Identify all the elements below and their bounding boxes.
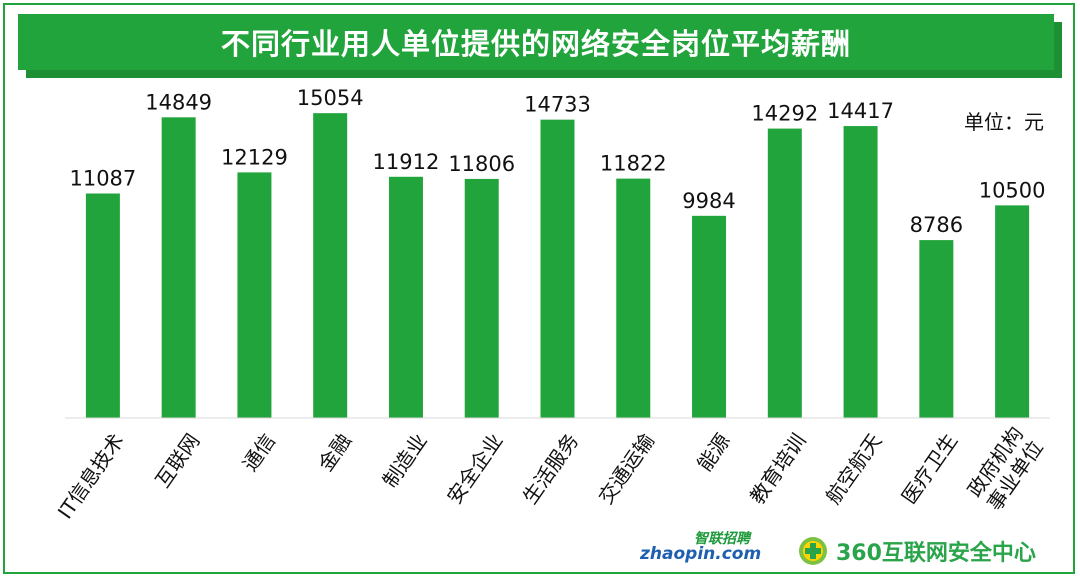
category-label-4-line-0: 制造业 [378, 429, 432, 492]
value-label-10: 14417 [827, 99, 894, 123]
category-label-5-line-0: 安全企业 [442, 429, 508, 508]
category-label-9-line-0: 教育培训 [745, 429, 811, 508]
chart-title: 不同行业用人单位提供的网络安全岗位平均薪酬 [220, 27, 851, 61]
value-label-9: 14292 [751, 102, 818, 126]
category-label-7: 交通运输 [594, 429, 660, 508]
category-label-11-line-0: 医疗卫生 [897, 429, 963, 508]
value-label-11: 8786 [910, 213, 963, 237]
bar-8 [692, 215, 727, 418]
category-label-3-line-0: 金融 [313, 429, 356, 476]
bar-12 [995, 205, 1030, 418]
title-bar: 不同行业用人单位提供的网络安全岗位平均薪酬 [18, 14, 1054, 70]
category-label-2-line-0: 通信 [238, 429, 281, 476]
bars-group [85, 113, 1030, 419]
value-label-4: 11912 [373, 150, 440, 174]
category-label-6: 生活服务 [518, 429, 584, 508]
bar-9 [767, 128, 802, 418]
value-label-6: 14733 [524, 93, 591, 117]
bar-0 [85, 193, 120, 418]
bar-2 [237, 172, 272, 418]
value-label-2: 12129 [221, 145, 288, 169]
category-label-6-line-0: 生活服务 [518, 429, 584, 508]
category-labels-group: IT信息技术 互联网 通信 金融 制造业 安全企业 生活服务 交通运输 能源 教育培训 航空航天 医疗… [53, 422, 1048, 523]
category-label-8: 能源 [692, 429, 735, 476]
category-label-10-line-0: 航空航天 [821, 429, 887, 508]
category-label-2: 通信 [238, 429, 281, 476]
category-label-11: 医疗卫生 [897, 429, 963, 508]
value-labels-group: 11087 14849 12129 15054 11912 11806 14733 11822… [69, 86, 1045, 237]
category-label-1-line-0: 互联网 [150, 429, 204, 492]
category-label-7-line-0: 交通运输 [594, 429, 660, 508]
unit-label: 单位：元 [964, 110, 1044, 134]
category-label-4: 制造业 [378, 429, 432, 492]
bar-1 [161, 117, 196, 419]
org-360-name: 360互联网安全中心 [836, 541, 1036, 566]
bar-11 [919, 240, 954, 418]
value-label-3: 15054 [297, 86, 364, 110]
value-label-5: 11806 [448, 152, 515, 176]
shield-cross-icon [799, 537, 827, 565]
org-360-logo: 360互联网安全中心 [798, 534, 1036, 568]
category-label-10: 航空航天 [821, 429, 887, 508]
chart-frame [3, 3, 1075, 574]
value-label-0: 11087 [69, 166, 136, 190]
category-label-5: 安全企业 [442, 429, 508, 508]
bar-10 [843, 126, 878, 418]
category-label-3: 金融 [313, 429, 356, 476]
category-label-1: 互联网 [150, 429, 204, 492]
category-label-0: IT信息技术 [53, 429, 129, 523]
category-label-0-line-0: IT信息技术 [53, 429, 129, 523]
bar-6 [540, 119, 575, 419]
zhaopin-logo-en: zhaopin.com [640, 544, 762, 564]
zhaopin-logo-cn: 智联招聘 [694, 531, 750, 547]
value-label-8: 9984 [682, 189, 735, 213]
value-label-1: 14849 [145, 90, 212, 114]
bar-4 [388, 176, 423, 418]
value-label-12: 10500 [979, 178, 1046, 202]
bar-5 [464, 178, 499, 418]
category-label-9: 教育培训 [745, 429, 811, 508]
value-label-7: 11822 [600, 152, 667, 176]
bar-7 [616, 178, 651, 418]
zhaopin-logo: 智联招聘 zhaopin.com [640, 528, 764, 568]
bar-3 [313, 113, 348, 419]
category-label-8-line-0: 能源 [692, 429, 735, 476]
